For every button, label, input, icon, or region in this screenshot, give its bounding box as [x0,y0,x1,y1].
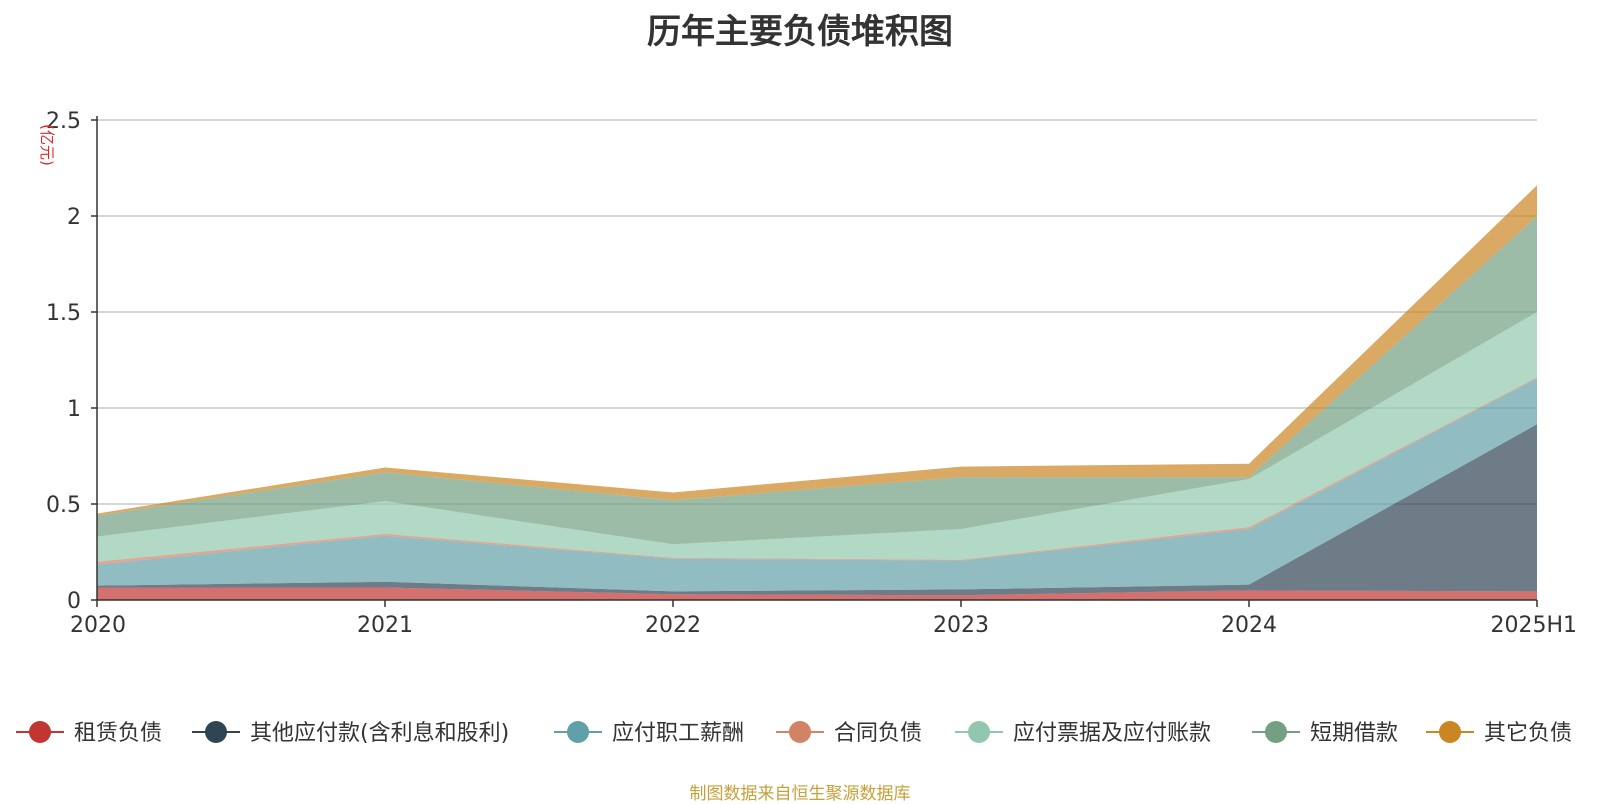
area-series [97,378,1537,592]
legend-item[interactable]: 应付职工薪酬 [554,721,744,746]
area-series [97,587,1537,600]
x-tick-label: 2021 [357,613,413,638]
legend-item[interactable]: 短期借款 [1252,721,1398,746]
legend-item[interactable]: 应付票据及应付账款 [955,721,1211,746]
legend-label: 租赁负债 [74,721,162,746]
x-tick-label: 2022 [645,613,701,638]
x-tick-label: 2024 [1221,613,1277,638]
x-tick-label: 2023 [933,613,989,638]
legend-item[interactable]: 其它负债 [1426,721,1572,746]
source-note: 制图数据来自恒生聚源数据库 [689,784,911,804]
y-tick-label: 2.5 [46,109,81,134]
y-tick-label: 0 [67,589,81,614]
legend-marker [567,721,589,743]
legend-label: 应付票据及应付账款 [1013,721,1211,746]
area-series [97,312,1537,562]
legend-marker [29,721,51,743]
legend-marker [1439,721,1461,743]
legend-item[interactable]: 合同负债 [776,721,922,746]
axes: 0 0.5 1 1.5 2 2.5 2020 2021 2022 2023 2024 2025H1 (亿… [38,109,1577,638]
y-tick-label: 2 [67,205,81,230]
legend: 租赁负债 其他应付款(含利息和股利) 应付职工薪酬 合同负债 应付票据及应付账款 短期借款… [16,721,1572,746]
legend-marker [205,721,227,743]
y-tick-label: 1.5 [46,301,81,326]
area-series [97,424,1537,596]
legend-item[interactable]: 其他应付款(含利息和股利) [192,721,509,746]
legend-marker [1265,721,1287,743]
legend-marker [968,721,990,743]
legend-label: 短期借款 [1310,721,1398,746]
x-tick-label: 2025H1 [1490,613,1577,638]
chart-title: 历年主要负债堆积图 [647,12,953,52]
legend-label: 合同负债 [834,721,922,746]
y-axis-unit: (亿元) [38,124,56,166]
area-series [97,216,1537,545]
y-tick-label: 0.5 [46,493,81,518]
legend-label: 应付职工薪酬 [612,721,744,746]
legend-item[interactable]: 租赁负债 [16,721,162,746]
area-series-group [97,185,1537,600]
x-tick-label: 2020 [70,613,126,638]
legend-label: 其他应付款(含利息和股利) [250,721,509,746]
legend-marker [789,721,811,743]
y-tick-label: 1 [67,397,81,422]
legend-label: 其它负债 [1484,721,1572,746]
